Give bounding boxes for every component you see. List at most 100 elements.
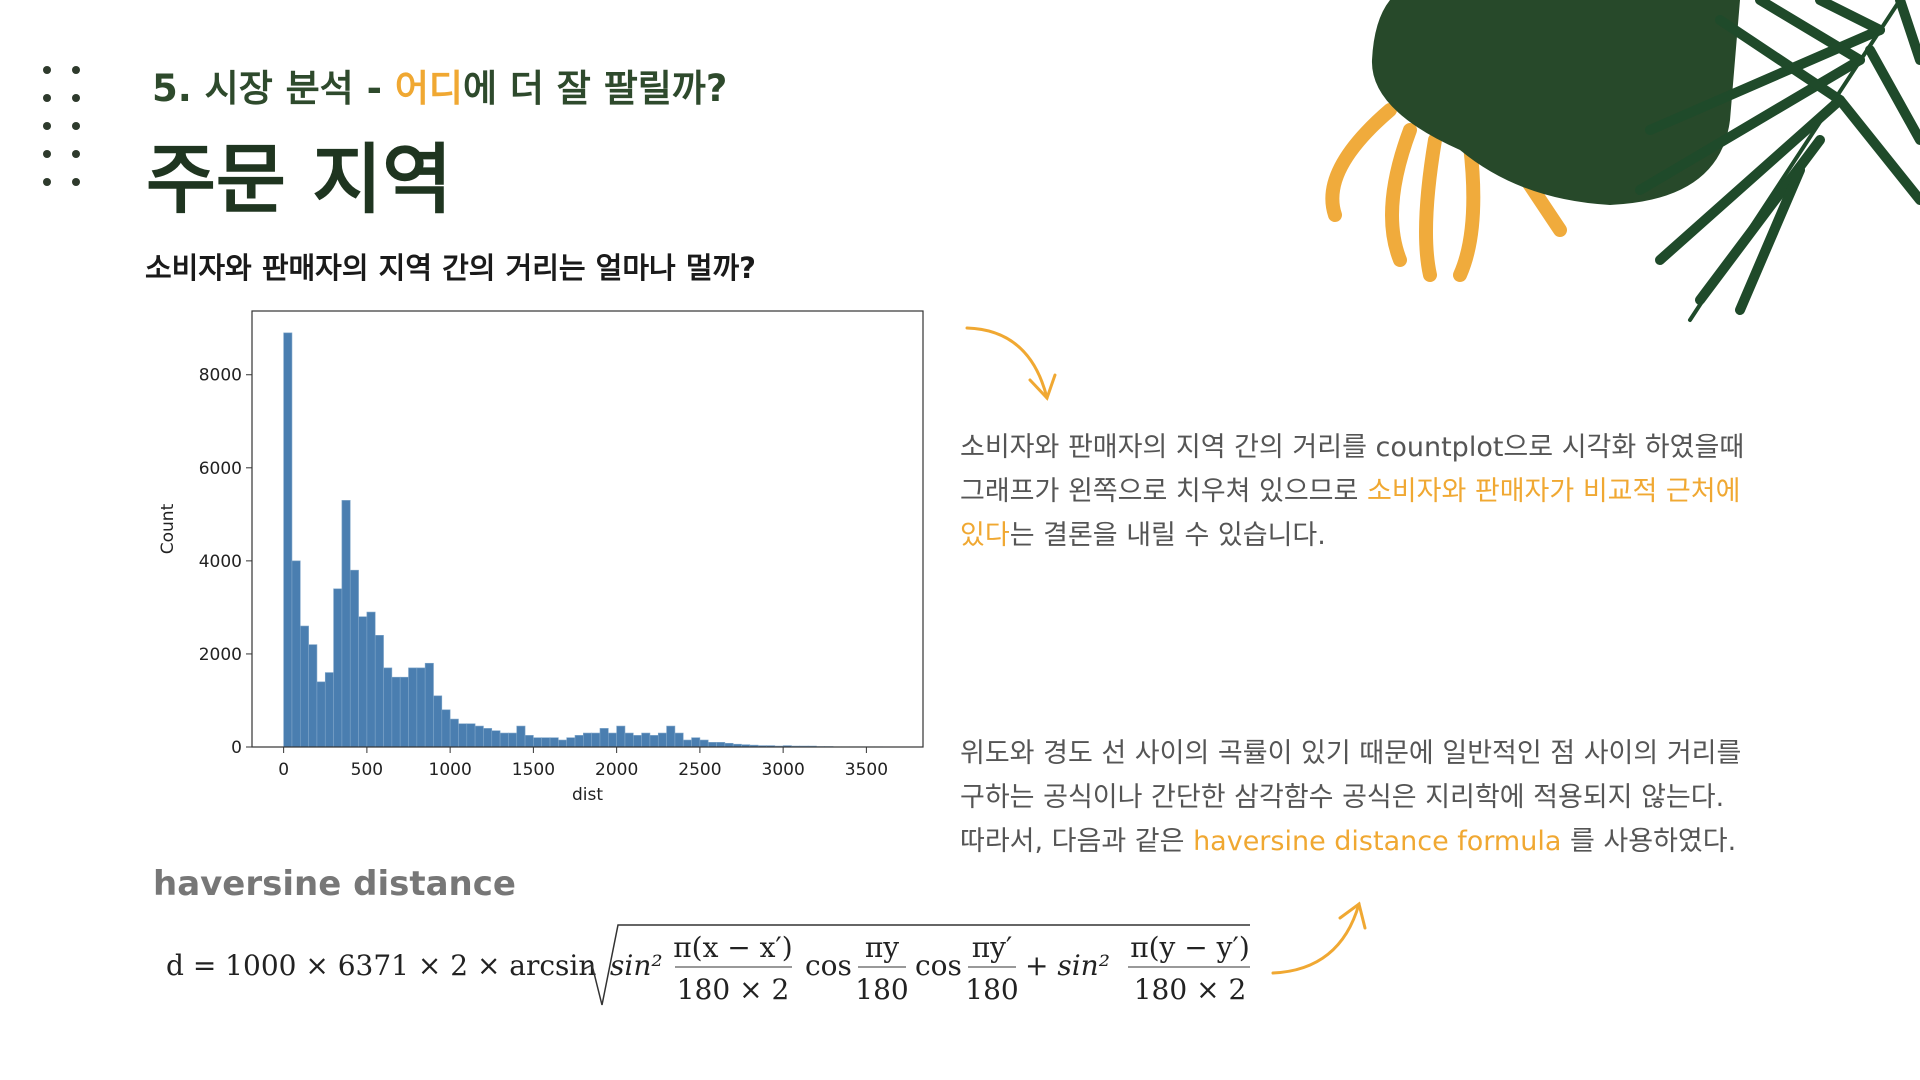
question: 소비자와 판매자의 지역 간의 거리는 얼마나 멀까? [145, 251, 757, 285]
bar [458, 723, 468, 748]
bar [474, 725, 484, 748]
bar [374, 635, 384, 748]
formula-text: 180 [965, 973, 1018, 1006]
bar [416, 667, 426, 748]
bar [333, 588, 343, 748]
subtitle-part: 5. 시장 분석 - [152, 67, 395, 110]
bar [308, 644, 318, 748]
leaf-blob [1371, 0, 1740, 205]
text: 위도와 경도 선 사이의 곡률이 있기 때문에 일반적인 점 사이의 거리를 [960, 738, 1742, 769]
formula-text: πy [865, 931, 899, 964]
text: 는 결론을 내릴 수 있습니다. [1009, 520, 1326, 551]
x-tick-label: 2500 [678, 760, 721, 780]
text: 구하는 공식이나 간단한 삼각함수 공식은 지리학에 적용되지 않는다. [960, 782, 1725, 813]
bar [449, 718, 459, 748]
x-tick-label: 0 [278, 760, 289, 780]
bar [541, 737, 551, 748]
bar [566, 737, 576, 748]
x-axis-label: dist [572, 785, 603, 805]
y-tick-label: 2000 [199, 645, 242, 665]
bar [358, 616, 368, 748]
x-tick-label: 3500 [845, 760, 888, 780]
highlight: 있다 [960, 520, 1010, 551]
bar [366, 611, 376, 748]
bar [349, 569, 359, 748]
bar [324, 672, 334, 748]
text: 소비자와 판매자의 지역 간의 거리를 countplot으로 시각화 하였을때 [960, 432, 1745, 463]
x-tick-label: 1000 [429, 760, 472, 780]
line: 그래프가 왼쪽으로 치우쳐 있으므로 소비자와 판매자가 비교적 근처에 [960, 470, 1744, 514]
y-tick-label: 8000 [199, 366, 242, 386]
formula-text: 180 × 2 [1134, 973, 1247, 1006]
paragraph: 소비자와 판매자의 지역 간의 거리를 countplot으로 시각화 하였을때… [960, 426, 1744, 558]
y-tick-label: 0 [231, 738, 242, 758]
line: 구하는 공식이나 간단한 삼각함수 공식은 지리학에 적용되지 않는다. [960, 776, 1741, 820]
bar [599, 728, 609, 748]
formula-text: πy′ [972, 931, 1013, 964]
text: 따라서, 다음과 같은 [960, 826, 1194, 857]
formula-text: π(y − y′) [1130, 931, 1250, 964]
bar [632, 735, 642, 748]
line: 소비자와 판매자의 지역 간의 거리를 countplot으로 시각화 하였을때 [960, 426, 1744, 470]
bar [682, 739, 692, 748]
x-tick-label: 2000 [595, 760, 638, 780]
formula-text: cos [915, 949, 962, 982]
x-tick-label: 500 [351, 760, 383, 780]
sqrt [581, 924, 1250, 1006]
formula-label: haversine distance [153, 864, 516, 904]
palm [1635, 0, 1920, 322]
arrows [965, 326, 1367, 975]
paragraph: 위도와 경도 선 사이의 곡률이 있기 때문에 일반적인 점 사이의 거리를 구… [960, 732, 1741, 864]
formula-text: cos [805, 949, 852, 982]
bar [616, 725, 626, 748]
bar [316, 681, 326, 748]
bar [291, 560, 301, 748]
y-axis-label: Count [158, 503, 178, 554]
histogram: 0 500 1000 1500 2000 2500 3000 3500 0 2000 4000 600… [158, 310, 924, 805]
bar [707, 742, 717, 748]
line: 있다는 결론을 내릴 수 있습니다. [960, 514, 1744, 558]
bar [341, 500, 351, 748]
dot-grid [43, 66, 80, 186]
bar [624, 732, 634, 748]
y-tick-label: 4000 [199, 552, 242, 572]
bar [499, 732, 509, 748]
bar [558, 739, 567, 748]
formula-text: π(x − x′) [673, 931, 792, 964]
bar [491, 730, 501, 748]
bar [549, 737, 559, 748]
x-tick-label: 3000 [762, 760, 805, 780]
bar [408, 667, 418, 748]
bar [666, 725, 676, 748]
bar [699, 739, 709, 748]
line: 위도와 경도 선 사이의 곡률이 있기 때문에 일반적인 점 사이의 거리를 [960, 732, 1741, 776]
subtitle-part: 에 더 잘 팔릴까? [462, 67, 728, 110]
bar [716, 742, 726, 748]
x-tick-label: 1500 [512, 760, 555, 780]
text: 를 사용하였다. [1561, 826, 1737, 857]
line: 따라서, 다음과 같은 haversine distance formula 를… [960, 820, 1741, 864]
y-tick-label: 6000 [199, 459, 242, 479]
formula-text: d = 1000 × 6371 × 2 × arcsin [166, 949, 596, 982]
petals [1325, 103, 1567, 282]
bar [424, 662, 434, 748]
formula: d = 1000 × 6371 × 2 × arcsin sin² π(x − … [166, 924, 1250, 1006]
bar [466, 723, 476, 748]
formula-text: sin² [610, 949, 663, 982]
bar [433, 695, 443, 748]
bar [649, 735, 659, 748]
bar [591, 732, 601, 748]
bar [441, 709, 451, 748]
bar [524, 735, 534, 748]
bar [691, 737, 701, 748]
bar [399, 676, 409, 748]
bar [657, 732, 667, 748]
bar [283, 332, 293, 748]
bar [508, 732, 518, 748]
bar [608, 732, 617, 748]
formula-text: 180 [855, 973, 908, 1006]
title: 주문 지역 [146, 135, 453, 224]
plot-frame [251, 310, 924, 748]
